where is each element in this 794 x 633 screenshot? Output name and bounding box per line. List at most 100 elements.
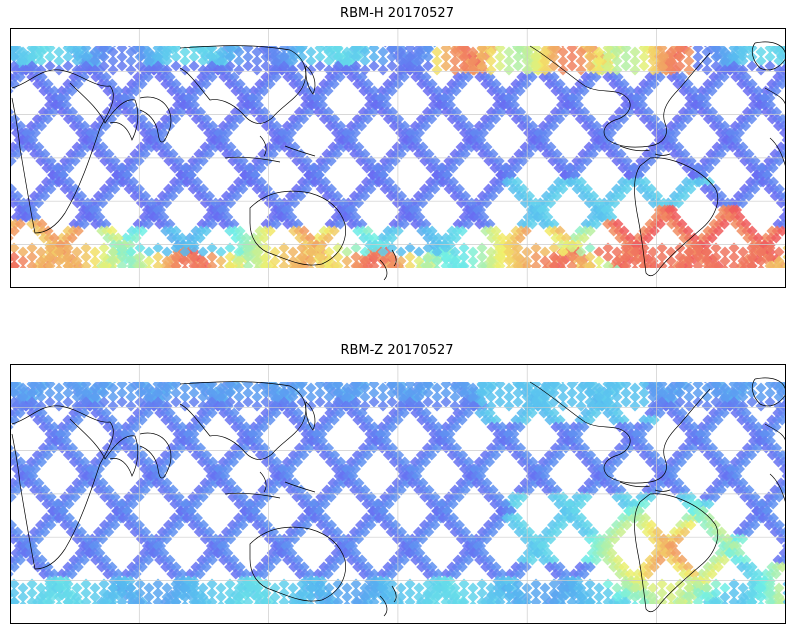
band-cell [359, 255, 371, 267]
swath-cell [243, 498, 255, 510]
band-cell [188, 51, 200, 63]
swath-cell [429, 183, 441, 195]
band-cell [179, 55, 191, 67]
band-cell [188, 60, 200, 72]
swath-cell [139, 484, 151, 496]
swath-cell [444, 428, 456, 440]
band-cell [386, 242, 398, 254]
swath-cell [542, 211, 554, 223]
swath-cell [310, 428, 322, 440]
band-cell [134, 46, 146, 54]
swath-cell [689, 382, 693, 384]
swath-cell [228, 554, 240, 566]
band-cell [512, 242, 524, 254]
swath-cell [737, 141, 749, 153]
swath-cell [128, 176, 139, 188]
swath-cell [61, 435, 72, 447]
swath-cell [718, 407, 730, 419]
swath-cell [170, 414, 182, 426]
swath-cell [295, 484, 307, 496]
band-cell [485, 255, 497, 267]
band-cell [242, 260, 254, 268]
band-cell [368, 251, 380, 263]
band-cell [224, 60, 236, 72]
swath-cell [386, 421, 398, 433]
swath-cell [127, 498, 139, 510]
band-cell [332, 251, 344, 263]
swath-cell [676, 456, 688, 468]
band-cell [343, 264, 351, 268]
swath-cell [103, 526, 115, 538]
band-cell [494, 242, 506, 254]
swath-cell [402, 197, 414, 209]
swath-cell [448, 176, 459, 188]
band-cell [602, 251, 614, 263]
swath-cell [432, 232, 444, 244]
orbit-swaths [10, 46, 786, 268]
band-cell [271, 264, 279, 268]
swath-cell [173, 491, 185, 503]
band-cell [512, 251, 524, 263]
swath-cell [322, 568, 334, 580]
band-cell [413, 255, 425, 267]
swath-cell [548, 71, 560, 83]
swath-cell [621, 155, 633, 167]
swath-cell [237, 491, 249, 503]
swath-cell [277, 463, 289, 475]
swath-cell [718, 218, 730, 230]
swath-cell [459, 484, 471, 496]
band-cell [476, 46, 488, 54]
swath-cell [188, 428, 200, 440]
swath-cell [64, 176, 75, 188]
band-cell [224, 51, 236, 63]
swath-cell [654, 407, 666, 419]
band-cell [611, 46, 623, 58]
swath-cell [222, 211, 234, 223]
swath-cell [225, 533, 237, 545]
swath-cell [292, 120, 304, 132]
band-cell [557, 55, 569, 67]
band-cell [404, 46, 416, 54]
band-cell [449, 64, 461, 76]
band-cell [377, 246, 389, 258]
swath-cell [176, 232, 188, 244]
band-cell [611, 64, 623, 76]
swath-cell [262, 183, 273, 195]
band-cell [413, 64, 425, 76]
swath-cell [283, 470, 295, 482]
band-cell [755, 46, 767, 58]
band-cell [332, 260, 344, 268]
coastline [69, 82, 139, 141]
band-cell [332, 60, 344, 72]
band-cell [485, 64, 497, 76]
swath-cell [167, 190, 179, 202]
swath-cell [718, 554, 730, 566]
swath-cell [33, 197, 45, 209]
swath-cell [106, 113, 118, 125]
swath-cell [124, 239, 136, 251]
band-cell [197, 246, 209, 258]
swath-cell [255, 162, 267, 174]
swath-cell [338, 197, 350, 209]
swath-cell [329, 113, 341, 125]
swath-cell [158, 211, 170, 223]
swath-cell [240, 421, 252, 433]
swath-cell [73, 113, 85, 125]
band-cell [647, 64, 659, 76]
band-cell [152, 46, 164, 54]
coastlines [11, 41, 786, 281]
swath-cell [310, 92, 322, 104]
swath-cell [69, 491, 81, 503]
swath-cell [112, 85, 124, 97]
swath-cell [170, 78, 182, 90]
swath-cell [85, 127, 97, 139]
swath-cell [396, 190, 408, 202]
band-cell [728, 260, 740, 268]
swath-cell [700, 575, 712, 587]
swath-cell [253, 435, 264, 447]
swath-cell [648, 561, 660, 573]
swath-cell [612, 218, 624, 230]
band-cell [107, 55, 119, 67]
band-cell [584, 46, 596, 54]
band-cell [350, 242, 362, 254]
